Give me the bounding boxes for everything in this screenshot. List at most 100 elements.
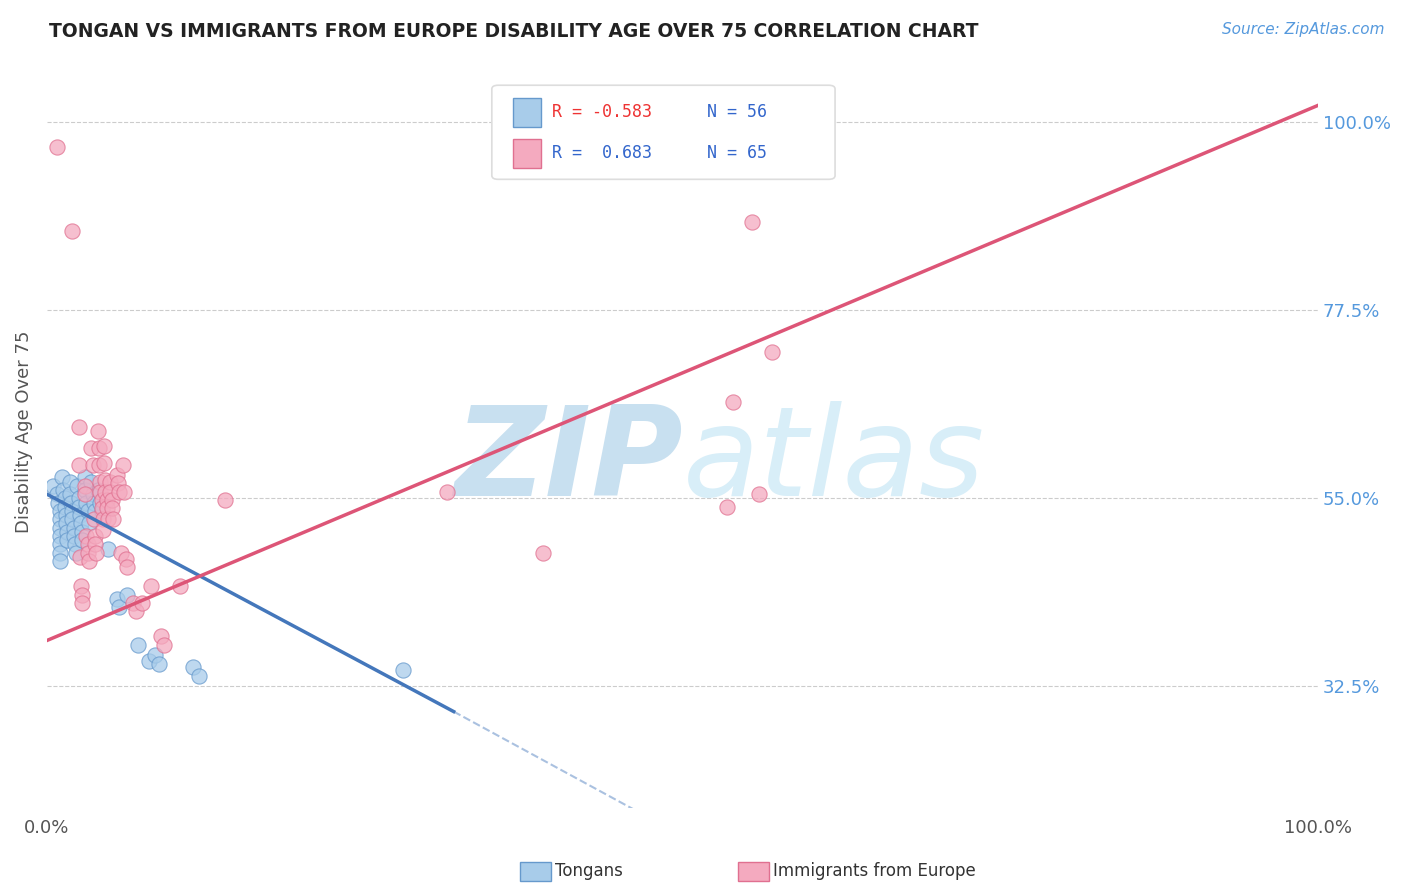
- Text: R = -0.583: R = -0.583: [551, 103, 651, 120]
- Point: [73, 470, 96, 484]
- Point: [75, 529, 97, 543]
- Point: [76, 537, 98, 551]
- Point: [60, 495, 83, 509]
- Point: [96, 501, 118, 516]
- Point: [70, 579, 93, 593]
- Point: [436, 484, 458, 499]
- Point: [72, 596, 94, 610]
- Point: [84, 529, 107, 543]
- Point: [108, 600, 131, 615]
- Point: [91, 512, 114, 526]
- Point: [90, 493, 112, 508]
- Point: [67, 458, 90, 472]
- Point: [63, 537, 86, 551]
- Point: [53, 500, 76, 514]
- Point: [392, 663, 415, 677]
- Text: R =  0.683: R = 0.683: [551, 144, 651, 162]
- Point: [110, 546, 132, 560]
- Point: [748, 487, 770, 501]
- Point: [59, 487, 82, 501]
- Text: N = 65: N = 65: [707, 144, 766, 162]
- Text: Tongans: Tongans: [555, 863, 623, 880]
- Point: [115, 587, 138, 601]
- Point: [100, 501, 122, 516]
- Point: [56, 524, 79, 539]
- Point: [75, 495, 97, 509]
- Point: [100, 484, 122, 499]
- Point: [77, 554, 100, 568]
- Point: [46, 495, 69, 509]
- Point: [72, 587, 94, 601]
- Point: [72, 524, 94, 539]
- Point: [84, 537, 107, 551]
- Point: [76, 504, 98, 518]
- Text: Immigrants from Europe: Immigrants from Europe: [773, 863, 976, 880]
- Point: [105, 467, 128, 482]
- Point: [46, 487, 69, 501]
- Point: [100, 475, 122, 489]
- Point: [82, 487, 104, 501]
- Point: [83, 512, 105, 526]
- Point: [153, 638, 176, 652]
- Point: [114, 484, 136, 499]
- Point: [214, 493, 236, 508]
- Point: [107, 476, 129, 491]
- Point: [148, 657, 170, 671]
- Point: [131, 596, 153, 610]
- Point: [67, 491, 90, 506]
- Text: Source: ZipAtlas.com: Source: ZipAtlas.com: [1222, 22, 1385, 37]
- Point: [716, 500, 738, 514]
- Point: [188, 668, 211, 682]
- Text: atlas: atlas: [682, 401, 984, 522]
- Point: [87, 425, 110, 439]
- Point: [48, 546, 70, 560]
- Point: [70, 516, 93, 531]
- Point: [122, 596, 145, 610]
- Point: [52, 483, 75, 497]
- Point: [87, 458, 110, 472]
- Point: [114, 551, 136, 566]
- Point: [96, 493, 118, 508]
- Point: [76, 546, 98, 560]
- Point: [94, 473, 117, 487]
- Point: [60, 504, 83, 518]
- Point: [90, 501, 112, 516]
- Point: [143, 648, 166, 662]
- Point: [53, 491, 76, 506]
- Point: [84, 504, 107, 518]
- Point: [89, 475, 111, 489]
- Point: [87, 483, 110, 497]
- FancyBboxPatch shape: [492, 86, 835, 179]
- Point: [531, 546, 554, 560]
- Text: TONGAN VS IMMIGRANTS FROM EUROPE DISABILITY AGE OVER 75 CORRELATION CHART: TONGAN VS IMMIGRANTS FROM EUROPE DISABIL…: [49, 22, 979, 41]
- Point: [48, 554, 70, 568]
- Point: [94, 484, 117, 499]
- Point: [100, 493, 122, 508]
- Point: [69, 508, 91, 522]
- Point: [60, 224, 83, 238]
- Point: [97, 512, 120, 526]
- Point: [741, 215, 763, 229]
- Point: [97, 541, 120, 556]
- Point: [105, 591, 128, 606]
- Point: [169, 579, 191, 593]
- Point: [60, 512, 83, 526]
- Point: [62, 529, 84, 543]
- Point: [67, 420, 90, 434]
- Text: ZIP: ZIP: [454, 401, 682, 522]
- Point: [115, 560, 138, 574]
- Point: [108, 484, 131, 499]
- Point: [150, 629, 173, 643]
- Point: [139, 579, 162, 593]
- Point: [86, 546, 108, 560]
- Point: [73, 479, 96, 493]
- Point: [67, 500, 90, 514]
- Point: [83, 495, 105, 509]
- Y-axis label: Disability Age Over 75: Disability Age Over 75: [15, 330, 32, 533]
- Point: [62, 520, 84, 534]
- Point: [73, 483, 96, 497]
- Point: [87, 441, 110, 455]
- Point: [93, 440, 115, 454]
- Point: [125, 604, 148, 618]
- Point: [761, 345, 783, 359]
